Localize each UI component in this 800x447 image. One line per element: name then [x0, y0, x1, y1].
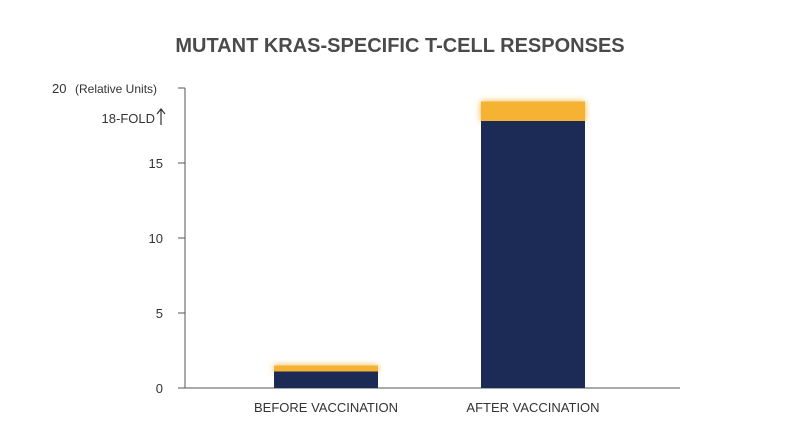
y-tick-label: 15: [149, 156, 163, 171]
y-tick-label: 0: [156, 381, 163, 396]
y-tick-label: 20: [52, 81, 66, 96]
y-tick-label: 5: [156, 306, 163, 321]
chart-title: MUTANT KRAS-SPECIFIC T-CELL RESPONSES: [175, 35, 624, 57]
y-tick-label: 10: [149, 231, 163, 246]
bar-segment-highlight: [481, 101, 585, 121]
y-axis-unit-label: (Relative Units): [75, 82, 157, 96]
x-axis-labels: BEFORE VACCINATION AFTER VACCINATION: [254, 400, 600, 415]
bar-segment-highlight: [274, 365, 378, 372]
fold-annotation: 18-FOLD: [102, 108, 166, 126]
y-axis-ticks: 0 5 10 15 20 (Relative Units): [52, 81, 185, 396]
bars: [274, 101, 585, 388]
up-arrow-icon: [156, 108, 166, 125]
x-category-label: AFTER VACCINATION: [466, 400, 599, 415]
fold-change-label: 18-FOLD: [102, 111, 155, 126]
bar-segment-base: [274, 371, 378, 388]
x-category-label: BEFORE VACCINATION: [254, 400, 398, 415]
bar-segment-base: [481, 121, 585, 388]
